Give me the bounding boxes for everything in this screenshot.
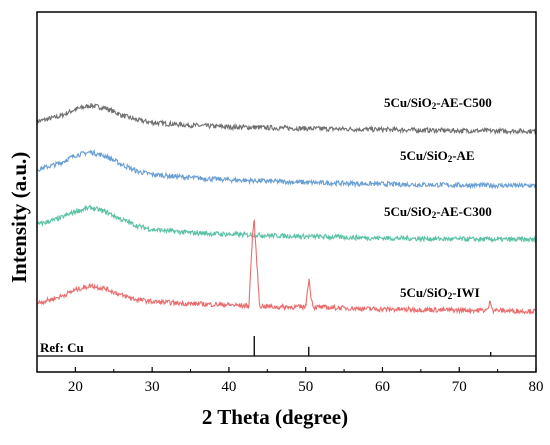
series-line-3 xyxy=(36,218,536,315)
series-line-1 xyxy=(36,148,537,190)
x-axis-title: 2 Theta (degree) xyxy=(201,405,349,429)
plot-frame xyxy=(36,11,537,373)
x-tick-label-6: 80 xyxy=(529,379,544,395)
x-tick-label-0: 20 xyxy=(68,379,83,395)
x-tick-label-4: 60 xyxy=(375,379,390,395)
series-line-2 xyxy=(36,204,536,244)
series-label-iwi: 5Cu/SiO2-IWI xyxy=(400,285,480,301)
x-tick-label-3: 50 xyxy=(298,379,313,395)
x-tick-label-2: 40 xyxy=(221,379,236,395)
series-label-c300: 5Cu/SiO2-AE-C300 xyxy=(384,204,492,220)
x-tick-label-1: 30 xyxy=(145,379,160,395)
series-label-ae: 5Cu/SiO2-AE xyxy=(400,148,475,164)
series-label-c500: 5Cu/SiO2-AE-C500 xyxy=(384,95,492,111)
reference-label: Ref: Cu xyxy=(40,340,84,355)
series-line-0 xyxy=(36,103,537,136)
x-tick-label-5: 70 xyxy=(452,379,467,395)
y-axis-title: Intensity (a.u.) xyxy=(7,151,31,283)
